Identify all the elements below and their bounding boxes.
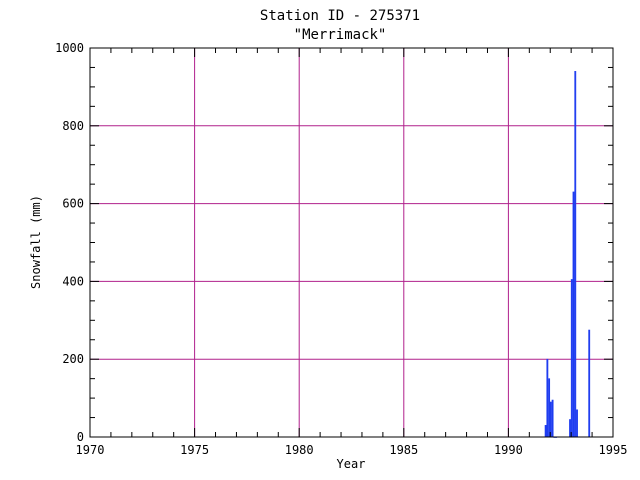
y-tick-label: 1000 bbox=[55, 41, 84, 55]
snowfall-bar bbox=[570, 279, 573, 438]
y-tick-label: 0 bbox=[77, 430, 84, 444]
plot-frame bbox=[89, 47, 614, 438]
y-tick-label: 200 bbox=[62, 352, 84, 366]
snowfall-bar bbox=[549, 401, 552, 438]
grid-lines bbox=[90, 48, 613, 437]
y-tick-label: 800 bbox=[62, 119, 84, 133]
snowfall-bar bbox=[572, 191, 575, 438]
x-tick-label: 1985 bbox=[389, 443, 418, 457]
snowfall-bar bbox=[551, 399, 554, 438]
snowfall-bar bbox=[546, 358, 549, 438]
snowfall-bar bbox=[574, 71, 577, 438]
snowfall-bar bbox=[544, 425, 547, 438]
x-tick-label: 1995 bbox=[599, 443, 628, 457]
x-axis-label: Year bbox=[337, 457, 366, 471]
snowfall-bar bbox=[588, 329, 591, 438]
snowfall-bar bbox=[569, 419, 571, 438]
y-axis-label: Snowfall (mm) bbox=[29, 195, 43, 289]
tick-labels: 1970 1975 1980 1985 1990 1995 0 200 400 600 800 100… bbox=[55, 41, 627, 457]
x-tick-label: 1980 bbox=[285, 443, 314, 457]
x-tick-label: 1990 bbox=[494, 443, 523, 457]
x-tick-label: 1975 bbox=[180, 443, 209, 457]
y-tick-label: 400 bbox=[62, 274, 84, 288]
snowfall-bar bbox=[548, 378, 551, 438]
snowfall-bar bbox=[576, 409, 578, 438]
y-tick-label: 600 bbox=[62, 197, 84, 211]
chart-subtitle: "Merrimack" bbox=[294, 27, 387, 43]
x-tick-label: 1970 bbox=[76, 443, 105, 457]
chart-title: Station ID - 275371 bbox=[260, 8, 420, 24]
plot-border bbox=[89, 47, 614, 438]
